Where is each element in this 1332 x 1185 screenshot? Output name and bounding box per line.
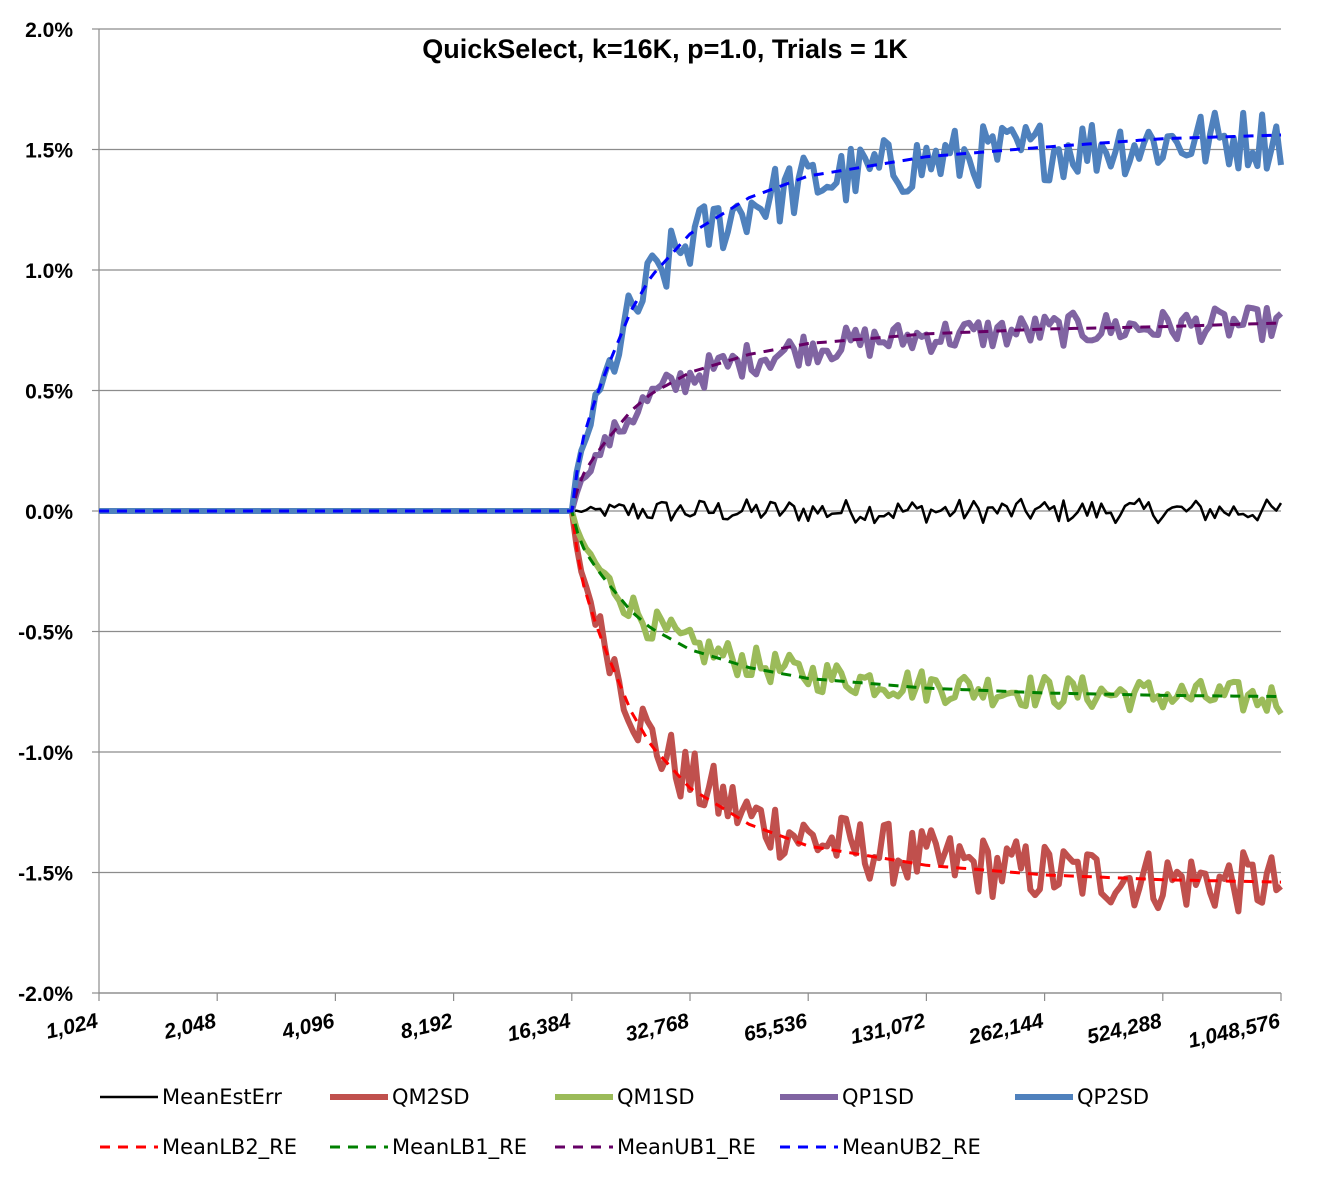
series-line-meanub1-re: [99, 321, 1282, 513]
y-tick-label: 2.0%: [25, 19, 73, 42]
series-line-qm2sd: [99, 508, 1283, 915]
y-tick-label: -2.0%: [18, 983, 73, 1006]
legend-label: QP2SD: [1077, 1085, 1149, 1109]
legend-label: MeanEstErr: [162, 1085, 282, 1109]
y-tick-label: -1.5%: [18, 863, 73, 886]
x-tick-label: 8,192: [398, 1009, 455, 1043]
x-tick-label: 262,144: [966, 1009, 1046, 1049]
y-tick-label: 1.0%: [25, 260, 73, 283]
x-tick-label: 1,048,576: [1186, 1009, 1283, 1052]
legend-label: MeanUB2_RE: [842, 1135, 981, 1160]
chart-title: QuickSelect, k=16K, p=1.0, Trials = 1K: [422, 34, 908, 64]
legend-label: QM1SD: [617, 1085, 695, 1109]
x-tick-label: 4,096: [279, 1009, 337, 1044]
legend-label: QP1SD: [842, 1085, 914, 1109]
x-tick-label: 16,384: [505, 1009, 573, 1046]
x-tick-label: 524,288: [1085, 1009, 1164, 1049]
legend: MeanEstErr QM2SD QM1SD QP1SD QP2SD MeanLB2_RE…: [100, 1085, 1149, 1160]
series-line-meanub2-re: [99, 133, 1282, 513]
x-tick-label: 65,536: [742, 1009, 810, 1046]
legend-label: MeanLB1_RE: [392, 1135, 527, 1160]
series-lines: [99, 109, 1284, 915]
series-line-qp2sd: [99, 109, 1284, 514]
x-tick-label: 1,024: [44, 1009, 101, 1043]
series-line-meanesterr: [99, 497, 1283, 525]
series-line-qm1sd: [99, 508, 1284, 716]
y-tick-label: -1.0%: [18, 742, 73, 765]
x-tick-labels: 1,024 2,048 4,096 8,192 16,384 32,768 65,536 13…: [44, 1009, 1283, 1053]
y-tick-label: 0.0%: [25, 501, 73, 524]
y-tick-labels: 2.0% 1.5% 1.0% 0.5% 0.0% -0.5% -1.0% -1.5% -2.0%: [18, 19, 73, 1006]
legend-label: MeanLB2_RE: [162, 1135, 297, 1160]
x-tick-label: 2,048: [161, 1009, 219, 1044]
series-line-meanlb1-re: [99, 509, 1282, 699]
series-line-meanlb2-re: [99, 509, 1282, 884]
legend-label: MeanUB1_RE: [617, 1135, 756, 1160]
y-tick-label: -0.5%: [18, 622, 73, 645]
x-tick-label: 131,072: [848, 1009, 927, 1049]
x-tick-label: 32,768: [623, 1009, 691, 1046]
legend-label: QM2SD: [392, 1085, 470, 1109]
series-line-qp1sd: [99, 304, 1284, 514]
y-tick-label: 0.5%: [25, 381, 73, 404]
y-tick-label: 1.5%: [25, 140, 73, 163]
